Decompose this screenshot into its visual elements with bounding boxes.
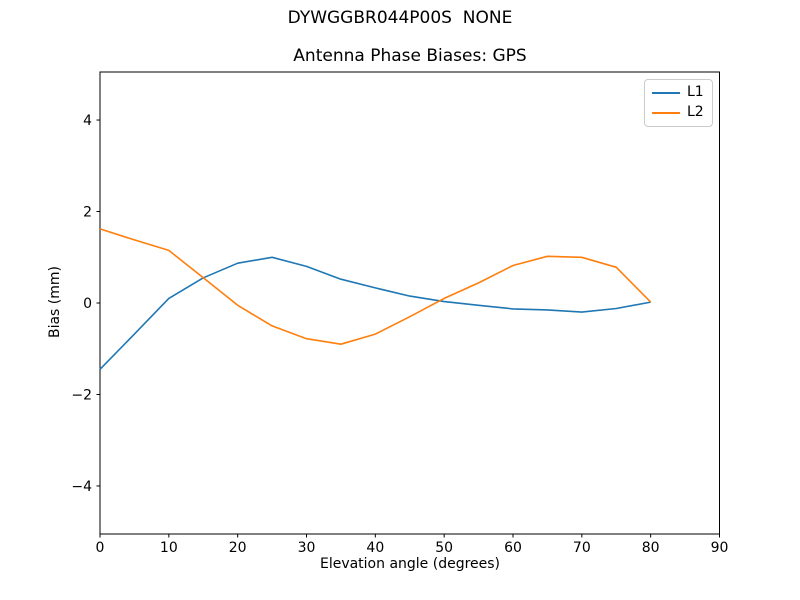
y-tick-label: −2 — [71, 387, 92, 403]
x-tick-label: 80 — [642, 540, 660, 556]
y-axis-label: Bias (mm) — [47, 265, 63, 339]
legend-label-L2: L2 — [687, 104, 704, 121]
y-tick-label: 0 — [83, 296, 92, 312]
x-tick-label: 30 — [298, 540, 316, 556]
x-tick-label: 40 — [366, 540, 384, 556]
y-tick-label: 2 — [83, 205, 92, 221]
series-line-L2 — [99, 228, 652, 346]
series-line-L1 — [99, 256, 651, 370]
x-tick-label: 70 — [573, 540, 591, 556]
x-tick-label: 10 — [160, 540, 178, 556]
y-tick-label: 4 — [83, 113, 92, 129]
legend-line-swatch-L2 — [652, 112, 680, 115]
legend-label-L1: L1 — [687, 84, 704, 100]
legend: L1 L2 — [644, 79, 713, 127]
x-tick-label: 90 — [711, 540, 729, 556]
legend-item-L1: L1 — [652, 84, 704, 100]
legend-item-L2: L2 — [652, 104, 704, 121]
y-tick-label: −4 — [71, 479, 92, 495]
chart-title: Antenna Phase Biases: GPS — [293, 46, 527, 66]
legend-line-swatch-L1 — [652, 91, 680, 94]
x-tick-label: 20 — [229, 540, 247, 556]
figure-suptitle: DYWGGBR044P00S NONE — [287, 8, 513, 28]
x-tick-label: 0 — [96, 540, 105, 556]
plot-frame — [99, 71, 720, 535]
x-tick-label: 60 — [504, 540, 522, 556]
x-axis-label: Elevation angle (degrees) — [319, 556, 501, 572]
x-tick-label: 50 — [435, 540, 453, 556]
